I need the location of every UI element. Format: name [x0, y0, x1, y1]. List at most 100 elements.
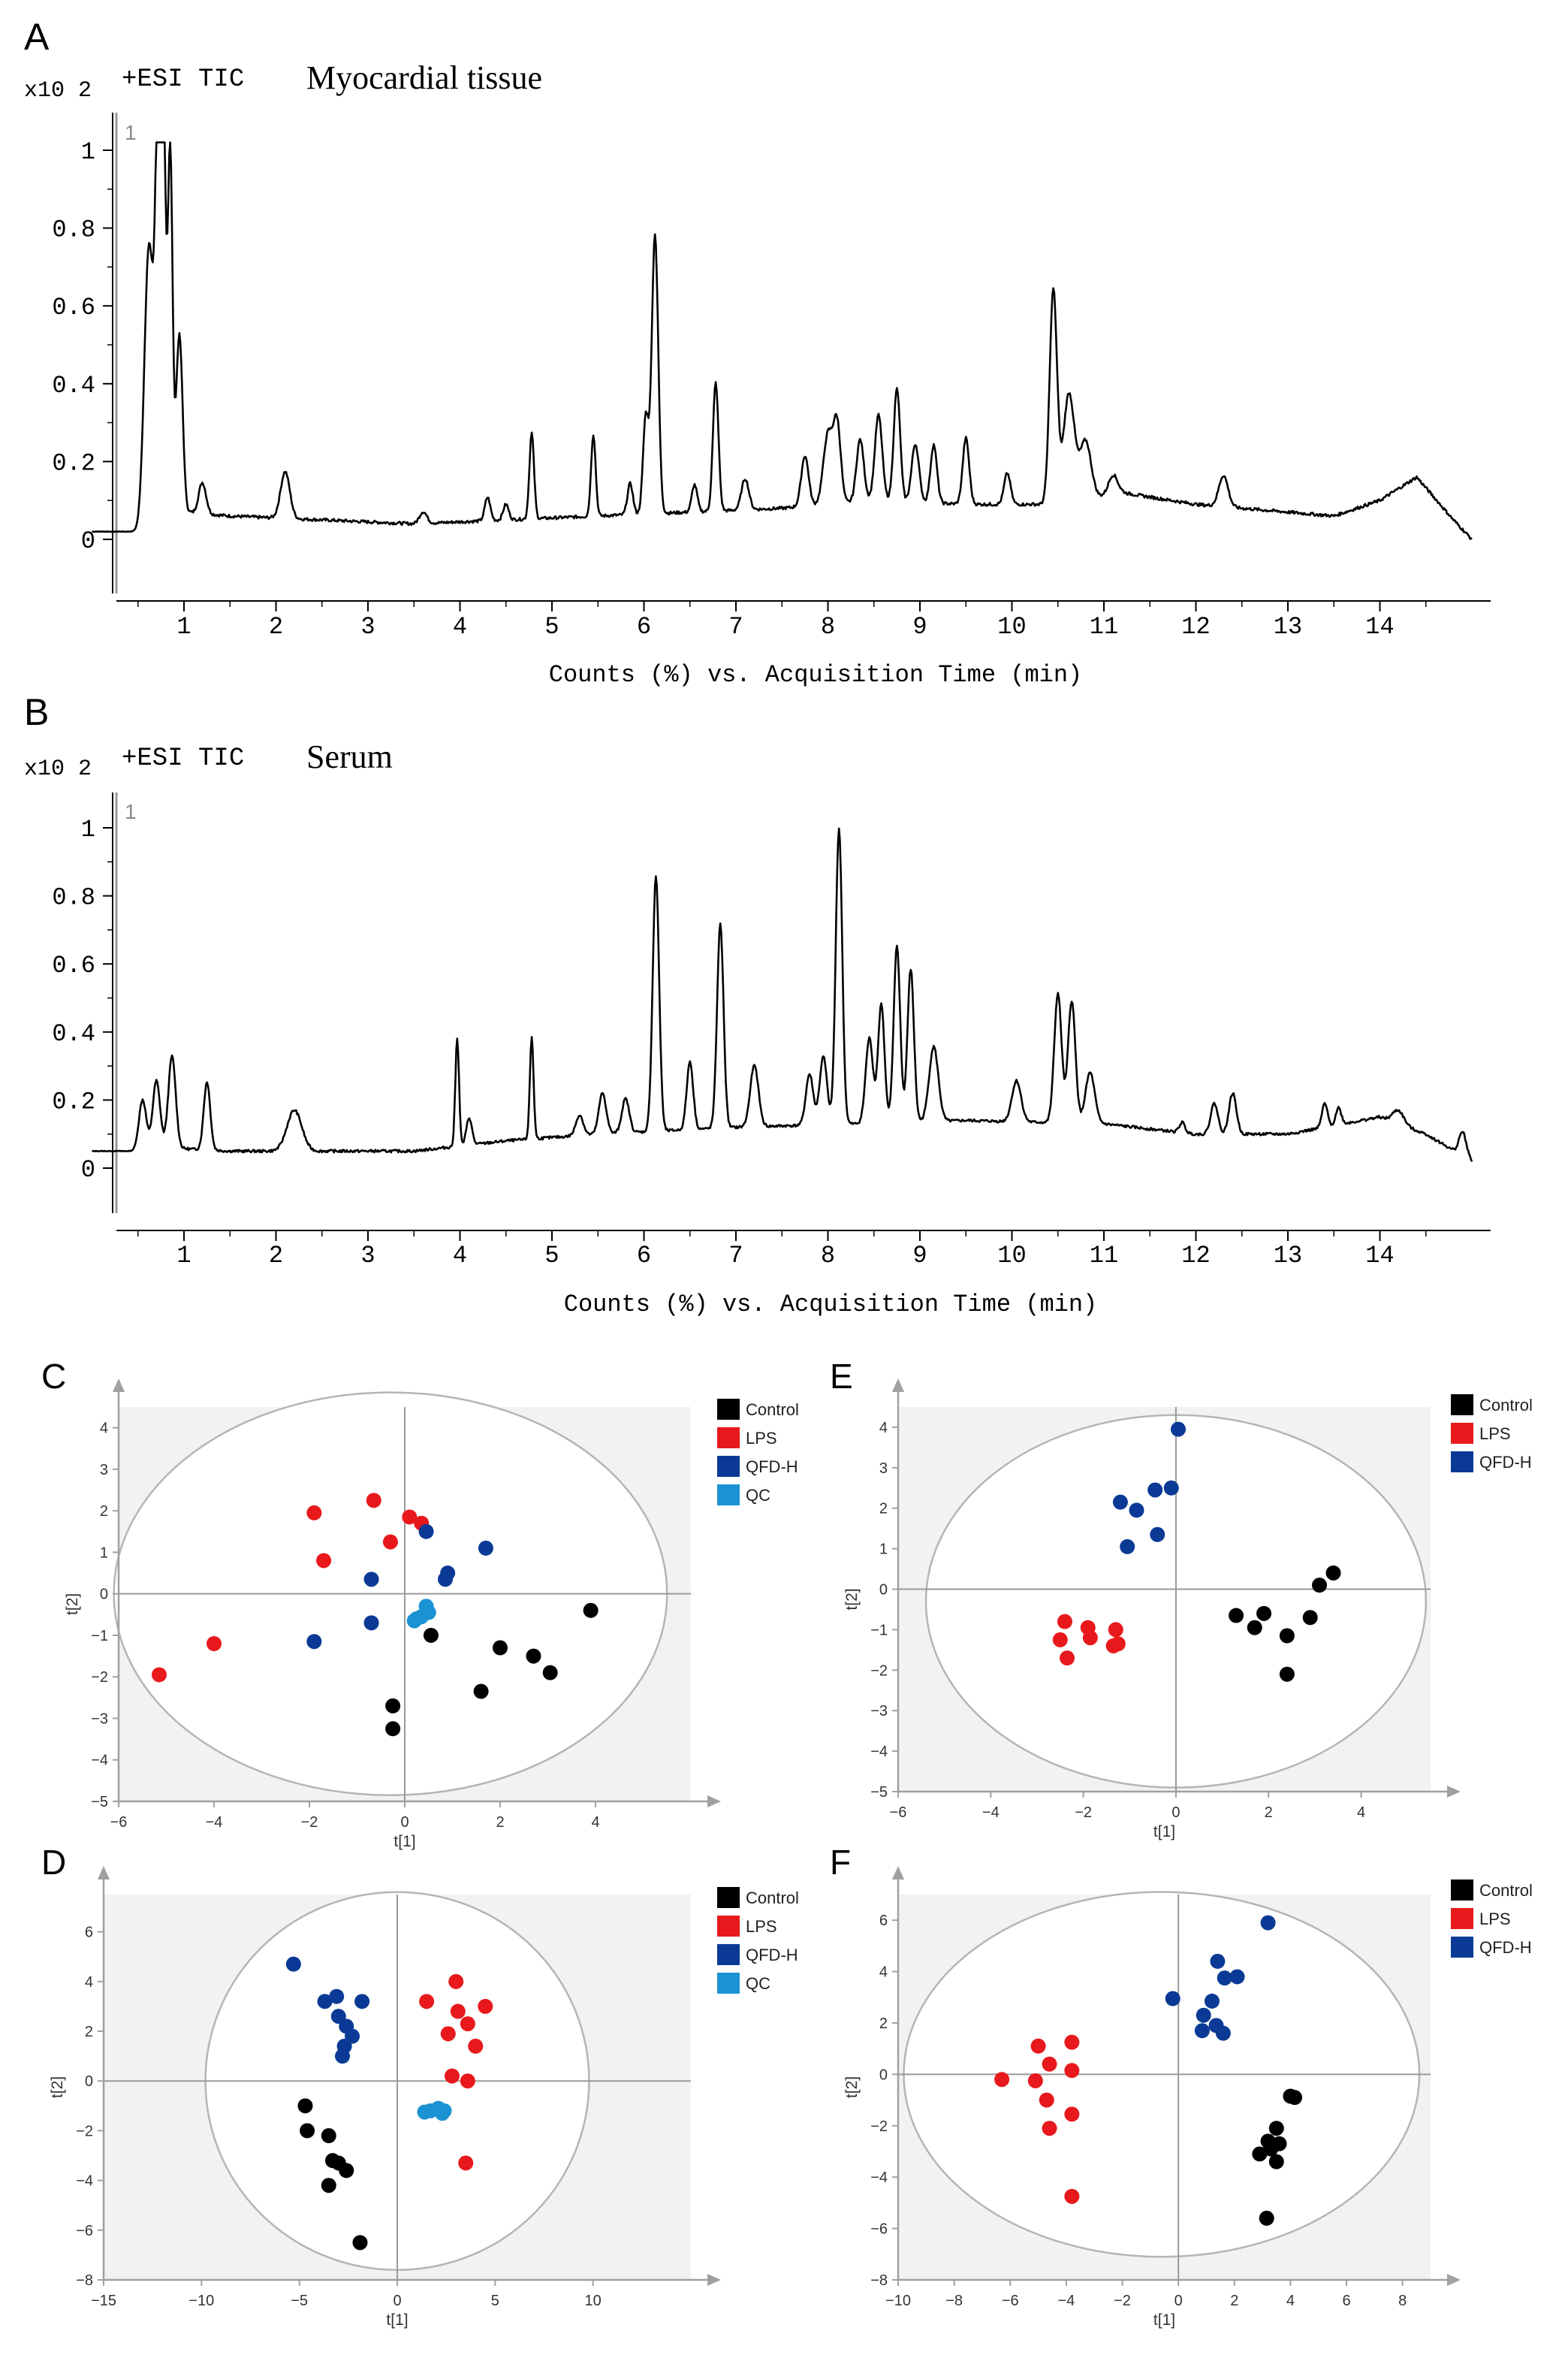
legend-swatch-control: [717, 1399, 740, 1420]
point-control: [1279, 1628, 1295, 1644]
legend-swatch-lps: [1451, 1908, 1473, 1929]
x-tick-label: −2: [1114, 2293, 1131, 2309]
point-control: [1287, 2090, 1303, 2106]
point-control: [321, 2128, 336, 2144]
panel-e-legend: Control LPS QFD-H: [1451, 1394, 1533, 1472]
legend-swatch-qfd-h: [717, 1456, 740, 1477]
tic-x-tick-label: 2: [269, 1242, 283, 1270]
tic-x-tick-label: 3: [360, 1242, 375, 1270]
legend-swatch-qfd-h: [717, 1944, 740, 1965]
y-axis-arrow: [113, 1378, 125, 1392]
legend-swatch-lps: [717, 1427, 740, 1448]
point-lps: [207, 1636, 222, 1651]
legend-swatch-qc: [717, 1973, 740, 1994]
panel-c-letter: C: [41, 1357, 66, 1396]
x-tick-label: −6: [890, 1804, 907, 1821]
point-lps: [306, 1505, 322, 1520]
y-tick-label: 0: [100, 1587, 108, 1603]
point-lps: [1064, 2188, 1080, 2204]
y-tick-label: −4: [91, 1753, 108, 1769]
point-qfd-h: [1217, 1970, 1232, 1986]
point-control: [297, 2098, 313, 2114]
x-tick-label: 6: [1342, 2293, 1350, 2309]
tic-x-tick-label: 5: [544, 1242, 559, 1270]
x-axis-arrow: [1447, 1786, 1461, 1798]
panel-f-legend: Control LPS QFD-H: [1451, 1879, 1533, 1958]
point-qfd-h: [363, 1572, 379, 1587]
point-qfd-h: [418, 1523, 434, 1539]
legend-label-control: Control: [1479, 1881, 1533, 1900]
point-lps: [440, 2026, 456, 2042]
panel-a-title: Myocardial tissue: [306, 59, 542, 96]
point-control: [1256, 1605, 1272, 1621]
legend-swatch-qfd-h: [1451, 1937, 1473, 1958]
y-tick-label: −4: [76, 2173, 93, 2190]
point-control: [423, 1627, 439, 1643]
point-control: [526, 1648, 541, 1664]
y-axis-label: t[2]: [843, 2076, 861, 2098]
panel-a-scan-index: 1: [125, 121, 137, 144]
x-tick-label: 2: [1265, 1804, 1273, 1821]
panel-b-x-label: Counts (%) vs. Acquisition Time (min): [564, 1291, 1098, 1318]
tic-y-tick-label: 0.2: [52, 1088, 95, 1116]
x-tick-label: 4: [1286, 2293, 1295, 2309]
y-axis-arrow: [98, 1866, 110, 1879]
point-lps: [1039, 2092, 1054, 2108]
legend-label-qfd-h: QFD-H: [1479, 1938, 1532, 1957]
point-qfd-h: [317, 1994, 333, 2009]
point-lps: [316, 1553, 332, 1568]
tic-x-tick-label: 11: [1090, 613, 1118, 641]
x-axis-arrow: [1447, 2274, 1461, 2286]
tic-x-tick-label: 3: [360, 613, 375, 641]
y-tick-label: −1: [91, 1628, 108, 1644]
tic-y-tick-label: 0.6: [52, 952, 95, 980]
point-qfd-h: [285, 1956, 301, 1972]
panel-b-title: Serum: [306, 738, 393, 775]
point-control: [1312, 1578, 1328, 1593]
x-tick-label: 4: [1357, 1804, 1365, 1821]
panel-d-score-plot: −15 −10 −5 0 5 10 −8 −6 −4 −2 0 2 4 6 t[1] t[2]: [49, 1866, 721, 2329]
tic-y-tick-label: 0.8: [52, 884, 95, 912]
point-qfd-h: [1150, 1526, 1165, 1542]
legend-swatch-control: [1451, 1394, 1473, 1415]
point-control: [473, 1683, 489, 1699]
x-tick-label: −6: [110, 1814, 128, 1831]
y-tick-label: −8: [870, 2272, 888, 2289]
y-tick-label: 2: [85, 2024, 93, 2040]
y-tick-label: −2: [870, 2118, 888, 2135]
y-tick-label: 2: [879, 2015, 888, 2032]
tic-x-tick-label: 6: [637, 613, 651, 641]
point-lps: [1057, 1614, 1072, 1629]
y-tick-label: −6: [870, 2221, 888, 2238]
point-lps: [1052, 1632, 1068, 1647]
tic-x-tick-label: 1: [176, 1242, 191, 1270]
panel-a-tic-trace: [92, 141, 1473, 540]
tic-x-tick-label: 10: [997, 1242, 1026, 1270]
y-tick-label: 1: [879, 1541, 888, 1558]
x-tick-label: −4: [206, 1814, 223, 1831]
point-lps: [458, 2155, 474, 2171]
tic-x-tick-label: 4: [453, 1242, 467, 1270]
legend-swatch-control: [1451, 1879, 1473, 1901]
point-lps: [994, 2072, 1010, 2088]
point-lps: [1064, 2106, 1080, 2122]
point-qfd-h: [329, 1988, 345, 2004]
y-tick-label: 0: [85, 2073, 93, 2090]
point-control: [583, 1602, 599, 1618]
legend-swatch-control: [717, 1887, 740, 1908]
panel-d-letter: D: [41, 1843, 66, 1882]
point-qfd-h: [1196, 2007, 1211, 2023]
point-control: [542, 1665, 558, 1680]
point-qfd-h: [1165, 1991, 1181, 2006]
tic-y-tick-label: 0.2: [52, 449, 95, 477]
tic-x-tick-label: 7: [728, 613, 743, 641]
point-lps: [1027, 2073, 1043, 2088]
tic-x-tick-label: 9: [912, 1242, 927, 1270]
panel-a-letter: A: [24, 16, 50, 58]
y-tick-label: −1: [870, 1622, 888, 1638]
panel-d-legend: Control LPS QFD-H QC: [717, 1887, 799, 1994]
x-tick-label: −8: [945, 2293, 963, 2309]
point-qfd-h: [478, 1540, 493, 1556]
point-lps: [1110, 1636, 1126, 1652]
